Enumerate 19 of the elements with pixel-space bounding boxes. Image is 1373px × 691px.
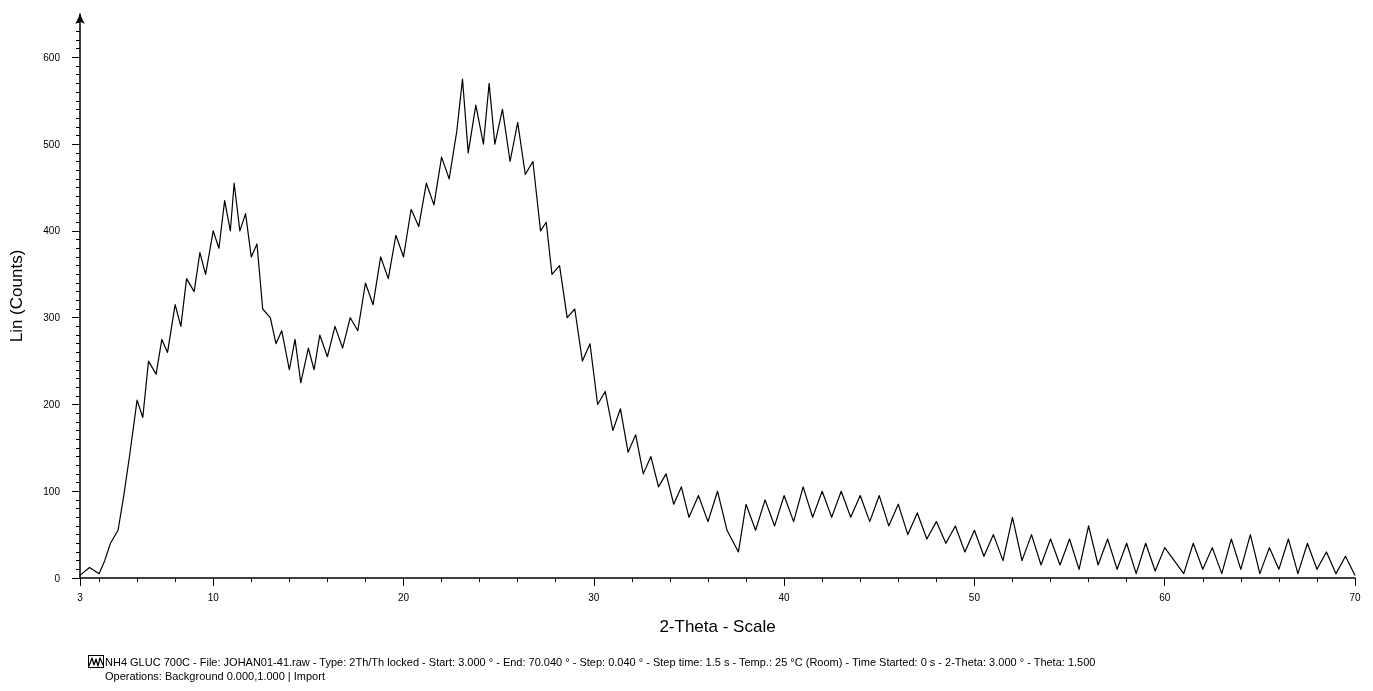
y-tick-label: 0 — [54, 572, 61, 584]
x-tick-label: 20 — [397, 591, 410, 603]
x-tick-label: 50 — [968, 591, 981, 603]
y-tick-label: 600 — [43, 51, 61, 63]
y-tick-label: 400 — [43, 225, 61, 237]
x-tick-label: 3 — [77, 591, 84, 603]
x-tick-label: 70 — [1349, 591, 1361, 603]
x-tick-label: 60 — [1159, 591, 1171, 603]
x-tick-label: 30 — [588, 591, 600, 603]
x-axis-title: 2-Theta - Scale — [659, 617, 776, 636]
x-tick-label: 40 — [778, 591, 791, 603]
text: NH4 GLUC 700C - File: JOHAN01-41.raw - Type: 2Th/Th locked - Start: 3.000 ° - End: 70.040 ° - Step: 0.040 ° - Step time: 1.5 s - Temp.: 25 °C (Room) - Time Started: 0 s - 2-Theta: 3.000 ° - Theta: 1.500 — [104, 655, 1096, 669]
text: Operations: Background 0.000,1.000 | Import — [104, 669, 326, 683]
y-tick-label: 200 — [43, 398, 61, 410]
y-tick-label: 500 — [43, 138, 61, 150]
y-tick-label: 300 — [43, 312, 61, 324]
x-tick-label: 10 — [207, 591, 220, 603]
y-axis-title: Lin (Counts) — [7, 249, 26, 343]
y-tick-label: 100 — [43, 485, 61, 497]
